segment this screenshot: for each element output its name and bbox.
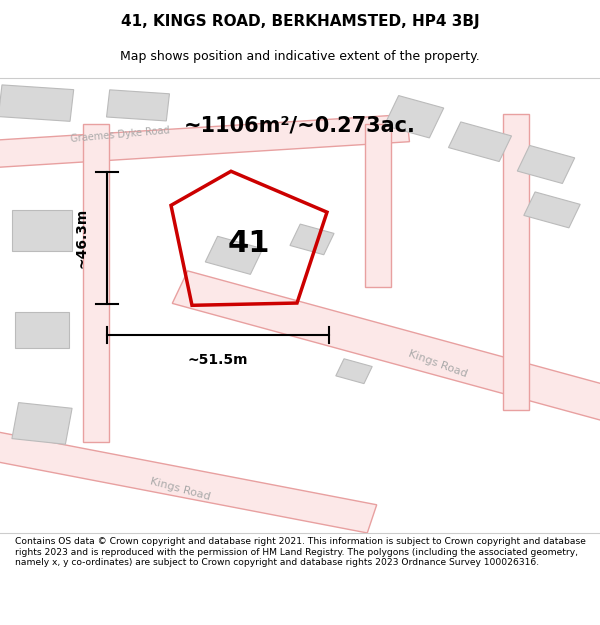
Bar <box>15 312 69 349</box>
Bar <box>384 96 444 138</box>
Bar <box>336 359 372 384</box>
Text: Contains OS data © Crown copyright and database right 2021. This information is : Contains OS data © Crown copyright and d… <box>15 537 586 567</box>
Text: Map shows position and indicative extent of the property.: Map shows position and indicative extent… <box>120 50 480 62</box>
Bar <box>12 402 72 444</box>
Bar <box>0 85 74 121</box>
Polygon shape <box>0 428 377 533</box>
Polygon shape <box>83 124 109 442</box>
Bar <box>290 224 334 255</box>
Polygon shape <box>503 114 529 410</box>
Polygon shape <box>0 114 409 169</box>
Polygon shape <box>365 124 391 287</box>
Text: ~1106m²/~0.273ac.: ~1106m²/~0.273ac. <box>184 116 416 136</box>
Bar <box>12 210 72 251</box>
Bar <box>517 146 575 184</box>
Text: 41: 41 <box>228 229 270 259</box>
Bar <box>524 192 580 228</box>
Polygon shape <box>172 271 600 426</box>
Bar <box>107 90 169 121</box>
Text: Graemes Dyke Road: Graemes Dyke Road <box>70 126 170 144</box>
Text: ~46.3m: ~46.3m <box>75 208 89 268</box>
Text: ~51.5m: ~51.5m <box>188 353 248 367</box>
Bar <box>448 122 512 161</box>
Text: Kings Road: Kings Road <box>149 476 211 502</box>
Text: Kings Road: Kings Road <box>407 349 469 379</box>
Text: 41, KINGS ROAD, BERKHAMSTED, HP4 3BJ: 41, KINGS ROAD, BERKHAMSTED, HP4 3BJ <box>121 14 479 29</box>
Bar <box>205 236 263 274</box>
